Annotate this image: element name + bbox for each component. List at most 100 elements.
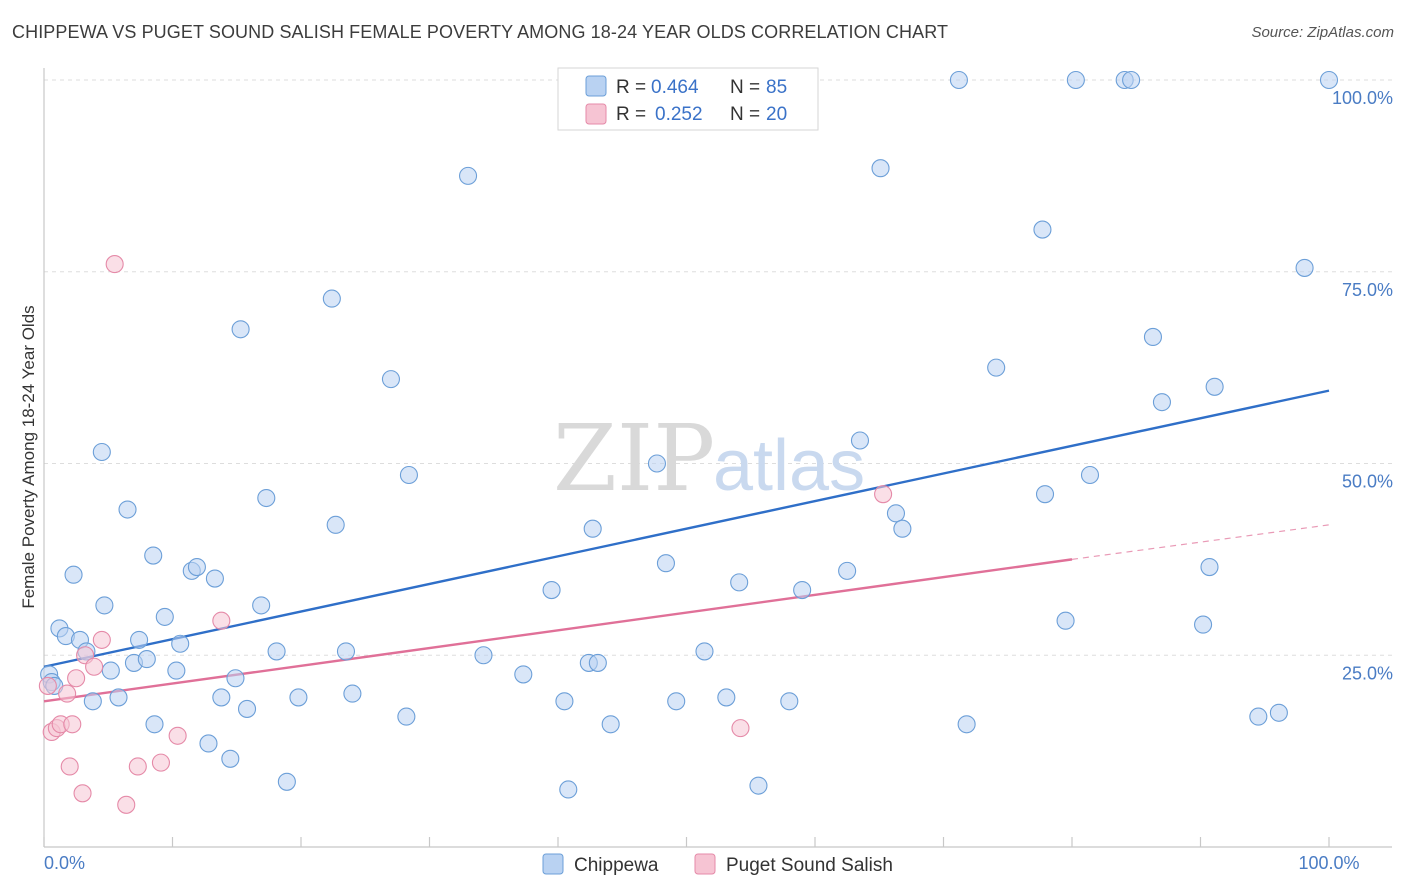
point-chippewa xyxy=(397,707,416,726)
point-puget-sound-salish xyxy=(85,657,104,676)
point-chippewa xyxy=(289,688,308,707)
trendline-blue xyxy=(43,389,1330,668)
point-chippewa xyxy=(231,320,250,339)
point-chippewa xyxy=(92,442,111,462)
watermark-zip: ZIP xyxy=(553,405,715,512)
point-chippewa xyxy=(257,488,276,508)
legend-swatch-chippewa xyxy=(585,75,607,97)
legend-r-value-2: 0.252 xyxy=(655,104,703,125)
data-points xyxy=(38,70,1339,814)
point-chippewa xyxy=(1056,611,1075,630)
point-chippewa xyxy=(1205,377,1224,396)
point-chippewa xyxy=(64,565,83,584)
point-chippewa xyxy=(871,159,890,178)
point-puget-sound-salish xyxy=(58,684,77,703)
point-puget-sound-salish xyxy=(38,676,57,695)
point-chippewa xyxy=(667,692,686,711)
point-chippewa xyxy=(252,596,271,615)
point-chippewa xyxy=(322,289,341,308)
point-chippewa xyxy=(1122,70,1141,90)
point-chippewa xyxy=(957,715,976,734)
point-chippewa xyxy=(118,500,137,519)
point-chippewa xyxy=(1066,70,1085,90)
bottom-legend-swatch-puget xyxy=(694,853,716,875)
legend-n-label-2: N = xyxy=(730,104,760,125)
point-chippewa xyxy=(749,776,768,795)
point-puget-sound-salish xyxy=(73,784,92,803)
point-chippewa xyxy=(949,70,968,90)
point-chippewa xyxy=(343,684,362,703)
legend-r-value-1: 0.464 xyxy=(651,77,699,98)
point-chippewa xyxy=(893,519,912,538)
point-chippewa xyxy=(277,772,296,791)
y-tick-label: 50.0% xyxy=(1342,472,1393,492)
point-chippewa xyxy=(1295,258,1314,277)
point-chippewa xyxy=(101,661,120,680)
y-tick-label: 100.0% xyxy=(1332,88,1393,108)
legend-r-label-2: R = xyxy=(616,104,646,125)
bottom-legend-label-chippewa: Chippewa xyxy=(574,855,659,876)
point-chippewa xyxy=(336,642,356,661)
y-tick-labels: 25.0% 50.0% 75.0% 100.0% xyxy=(1332,88,1393,683)
point-chippewa xyxy=(1200,557,1219,577)
point-chippewa xyxy=(542,581,561,600)
point-chippewa xyxy=(780,692,799,711)
point-chippewa xyxy=(1152,393,1171,412)
point-chippewa xyxy=(109,688,128,707)
bottom-legend-swatch-chippewa xyxy=(542,853,564,875)
point-chippewa xyxy=(1143,327,1163,346)
point-chippewa xyxy=(1033,220,1052,239)
point-chippewa xyxy=(458,166,478,185)
point-puget-sound-salish xyxy=(168,726,187,745)
point-chippewa xyxy=(1035,485,1055,504)
point-puget-sound-salish xyxy=(151,753,170,772)
trendline-pink xyxy=(43,558,1073,703)
point-chippewa xyxy=(221,749,240,768)
point-puget-sound-salish xyxy=(731,719,750,738)
point-chippewa xyxy=(838,561,857,580)
grid-lines xyxy=(44,79,1392,656)
point-chippewa xyxy=(199,734,218,753)
point-chippewa xyxy=(381,370,401,389)
x-tick-label: 100.0% xyxy=(1298,853,1359,873)
bottom-legend: Chippewa Puget Sound Salish xyxy=(542,853,893,876)
point-chippewa xyxy=(267,642,286,661)
point-chippewa xyxy=(205,569,224,588)
legend-n-value-1: 85 xyxy=(766,77,787,98)
point-chippewa xyxy=(167,661,186,680)
point-chippewa xyxy=(559,780,578,799)
point-chippewa xyxy=(730,573,749,592)
axes xyxy=(43,68,1392,848)
point-puget-sound-salish xyxy=(60,757,79,776)
trendline-extension-pink xyxy=(1071,524,1330,560)
point-chippewa xyxy=(656,554,675,573)
point-chippewa xyxy=(886,504,906,523)
point-puget-sound-salish xyxy=(874,485,893,504)
watermark: ZIP atlas xyxy=(553,405,865,512)
point-chippewa xyxy=(850,431,870,450)
point-chippewa xyxy=(793,581,812,600)
point-chippewa xyxy=(474,646,493,665)
x-tick-labels: 0.0% 100.0% xyxy=(43,837,1360,873)
point-puget-sound-salish xyxy=(67,669,86,688)
point-chippewa xyxy=(144,546,163,565)
point-chippewa xyxy=(514,665,533,684)
point-puget-sound-salish xyxy=(92,630,111,649)
point-puget-sound-salish xyxy=(117,795,136,814)
stats-legend: R = 0.464 N = 85 R = 0.252 N = 20 xyxy=(557,67,819,131)
point-chippewa xyxy=(1319,70,1339,90)
point-chippewa xyxy=(588,653,607,672)
point-chippewa xyxy=(399,465,418,485)
trendlines xyxy=(43,389,1330,703)
point-chippewa xyxy=(83,692,102,711)
point-chippewa xyxy=(171,634,190,653)
point-chippewa xyxy=(987,358,1006,377)
chart-title: CHIPPEWA VS PUGET SOUND SALISH FEMALE PO… xyxy=(12,22,949,42)
point-puget-sound-salish xyxy=(128,757,147,776)
point-chippewa xyxy=(555,692,574,711)
x-tick-label: 0.0% xyxy=(44,853,85,873)
point-chippewa xyxy=(326,515,345,534)
legend-swatch-puget xyxy=(585,103,607,125)
point-chippewa xyxy=(695,642,714,661)
point-chippewa xyxy=(1194,615,1213,634)
